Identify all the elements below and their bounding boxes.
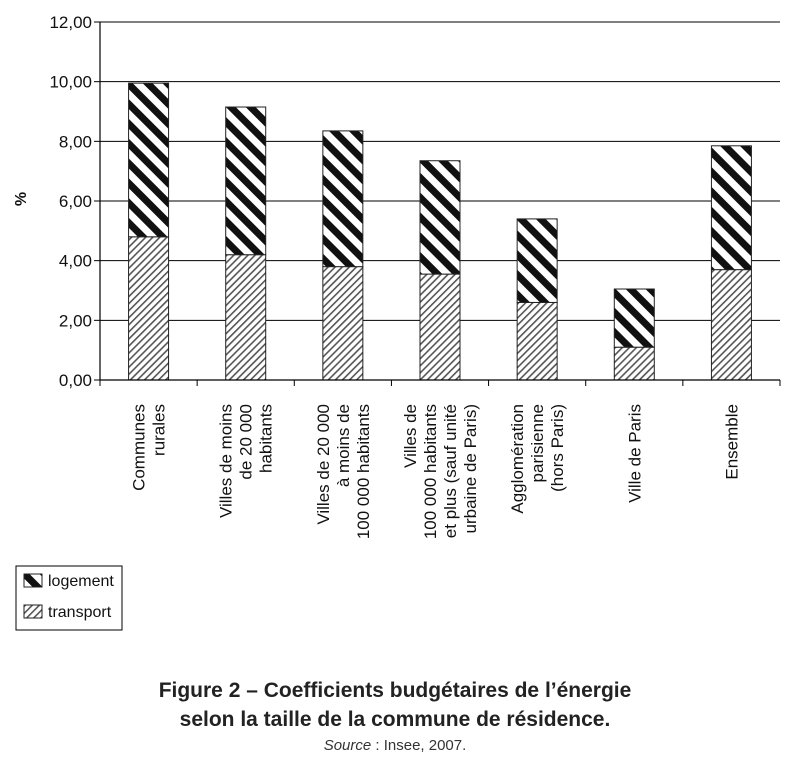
y-tick-label: 6,00 — [59, 192, 92, 211]
labels: 0,00 2,00 4,00 6,00 8,00 10,00 12,00% Communes r… — [13, 13, 741, 539]
x-category-line: habitants — [257, 404, 276, 473]
caption-source: Source : Insee, 2007. — [0, 737, 790, 754]
x-category-line: à moins de — [334, 404, 353, 487]
bar-transport — [225, 254, 267, 381]
x-category-line: Ville de Paris — [625, 404, 644, 503]
y-tick-label: 4,00 — [59, 252, 92, 271]
source-label: Source — [323, 737, 372, 754]
bar-logement — [710, 145, 752, 271]
legend-label-logement: logement — [48, 573, 114, 590]
bar-transport — [710, 269, 752, 381]
x-category-line: parisienne — [528, 404, 547, 482]
caption-title-line-2: selon la taille de la commune de résiden… — [179, 708, 611, 731]
x-category-label: Ensemble — [722, 404, 741, 480]
x-category-line: et plus (sauf unité — [441, 404, 460, 538]
y-tick-label: 0,00 — [59, 371, 92, 390]
legend-label-transport: transport — [48, 604, 112, 621]
bar-logement — [516, 218, 558, 303]
y-tick-label: 10,00 — [49, 73, 92, 92]
x-category-label: Villes de 20 000 à moins de 100 000 habita… — [314, 404, 373, 539]
figure-caption: Figure 2 – Coefficients budgétaires de l… — [0, 676, 790, 734]
x-category-line: (hors Paris) — [548, 404, 567, 492]
bars — [128, 82, 752, 381]
x-category-line: Villes de 20 000 — [314, 404, 333, 525]
bar-transport — [419, 273, 461, 381]
axes — [94, 21, 781, 386]
bar-logement — [419, 160, 461, 275]
x-category-line: Ensemble — [722, 404, 741, 480]
bar-transport — [516, 301, 558, 381]
x-category-label: Villes de moins de 20 000 habitants — [217, 404, 276, 518]
x-category-line: Villes de moins — [217, 404, 236, 518]
caption-title-line-1: Figure 2 – Coefficients budgétaires de l… — [158, 679, 632, 702]
x-category-line: Villes de — [401, 404, 420, 468]
x-category-line: rurales — [150, 404, 169, 456]
bar-transport — [613, 346, 655, 381]
legend-swatch-logement — [23, 573, 43, 588]
chart: 0,00 2,00 4,00 6,00 8,00 10,00 12,00% Communes r… — [13, 13, 781, 631]
x-category-line: de 20 000 — [237, 404, 256, 480]
x-category-line: urbaine de Paris) — [461, 404, 480, 533]
bar-transport — [322, 266, 364, 381]
x-category-line: Agglomération — [508, 404, 527, 514]
x-category-label: Ville de Paris — [625, 404, 644, 503]
y-tick-label: 12,00 — [49, 13, 92, 32]
x-category-label: Villes de 100 000 habitants et plus (sauf … — [401, 404, 480, 539]
y-axis-label: % — [13, 192, 30, 206]
bar-logement — [225, 106, 267, 256]
x-category-label: Communes rurales — [130, 404, 169, 491]
legend: logement transport — [15, 565, 123, 631]
bar-logement — [128, 82, 170, 238]
y-tick-label: 8,00 — [59, 132, 92, 151]
bar-logement — [322, 130, 364, 268]
x-category-line: 100 000 habitants — [354, 404, 373, 539]
x-category-line: 100 000 habitants — [421, 404, 440, 539]
x-category-label: Agglomération parisienne (hors Paris) — [508, 404, 567, 514]
legend-swatch-transport — [23, 604, 43, 619]
y-tick-label: 2,00 — [59, 311, 92, 330]
bar-transport — [128, 236, 170, 381]
x-category-line: Communes — [130, 404, 149, 491]
source-text: : Insee, 2007. — [371, 737, 467, 754]
bar-logement — [613, 288, 655, 348]
